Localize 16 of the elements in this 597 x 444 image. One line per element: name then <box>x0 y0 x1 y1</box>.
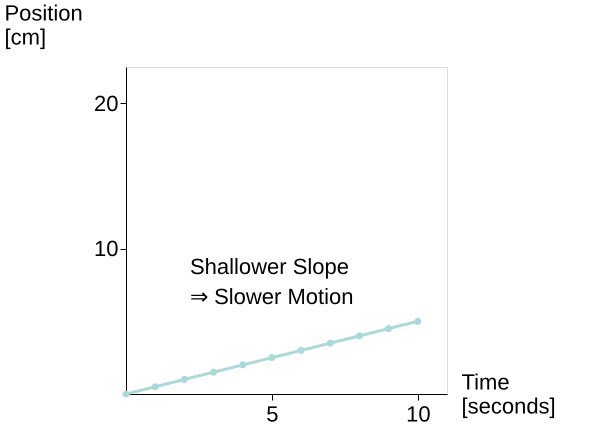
y-tick-label: 20 <box>94 90 118 116</box>
point <box>414 318 422 325</box>
point <box>210 368 218 376</box>
point <box>239 361 246 368</box>
annotation: Shallower Slope ⇒ Slower Motion <box>190 254 354 309</box>
point <box>152 383 159 390</box>
x-axis-title: Time [seconds] <box>462 370 556 418</box>
point <box>122 390 130 398</box>
x-tick-label: 5 <box>266 402 279 426</box>
point <box>385 325 392 332</box>
point <box>180 376 188 383</box>
point <box>326 340 334 347</box>
point <box>356 332 363 340</box>
point <box>268 354 276 362</box>
point <box>298 346 305 354</box>
y-axis-title: Position [cm] <box>4 0 83 50</box>
